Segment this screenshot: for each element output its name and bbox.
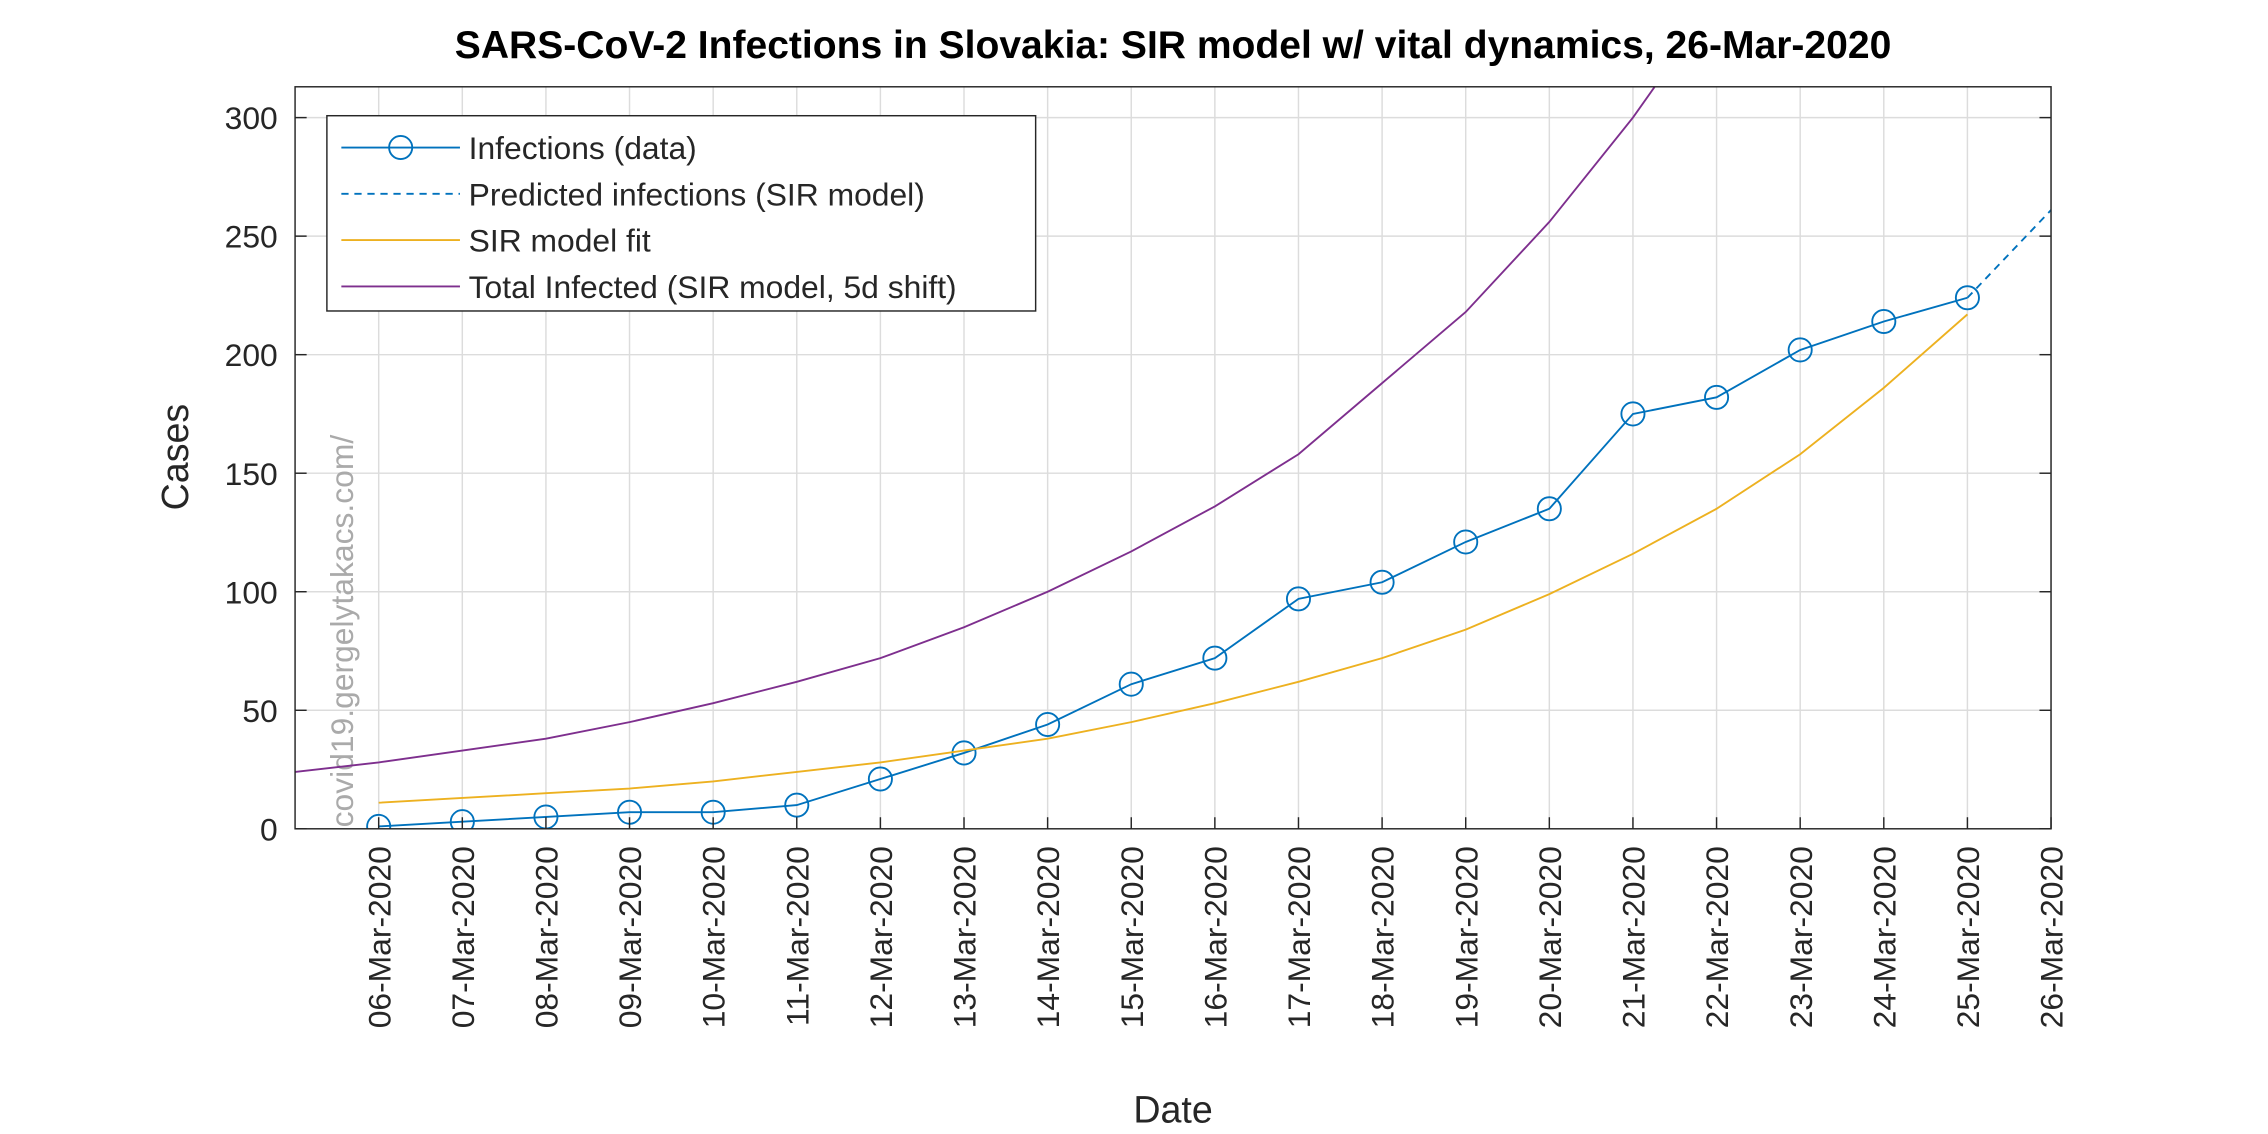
- data-point: [1536, 496, 1562, 522]
- data-point: [1285, 586, 1311, 612]
- x-tick-label: 08-Mar-2020: [528, 846, 564, 1028]
- y-tick-label: 100: [225, 574, 278, 610]
- y-axis-label: Cases: [154, 404, 196, 511]
- axes-box: [294, 86, 2052, 830]
- legend: Infections (data) Predicted infections (S…: [326, 114, 1037, 312]
- data-point: [1871, 308, 1897, 334]
- x-tick-label: 22-Mar-2020: [1699, 846, 1735, 1028]
- y-tick-label: 200: [225, 337, 278, 373]
- x-tick-label: 20-Mar-2020: [1532, 846, 1568, 1028]
- x-tick-label: 24-Mar-2020: [1866, 846, 1902, 1028]
- data-point: [1620, 401, 1646, 427]
- legend-label: Infections (data): [469, 130, 697, 166]
- data-point: [784, 792, 810, 818]
- data-point: [1954, 285, 1980, 311]
- ticks: 0 50 100 150 200 250 300 06-Mar-2020 07-Mar-2020…: [225, 100, 2070, 1028]
- data-point: [1118, 671, 1144, 697]
- x-tick-label: 18-Mar-2020: [1365, 846, 1401, 1028]
- x-axis-label: Date: [1133, 1088, 1212, 1130]
- y-tick-label: 0: [260, 811, 278, 847]
- x-tick-label: 10-Mar-2020: [696, 846, 732, 1028]
- series-line: [1966, 209, 2052, 299]
- legend-label: Predicted infections (SIR model): [469, 176, 925, 212]
- y-tick-label: 150: [225, 456, 278, 492]
- data-point: [1787, 337, 1813, 363]
- data-point: [449, 809, 475, 829]
- series-group: [295, 86, 2052, 829]
- legend-marker: [388, 135, 414, 161]
- series-line: [378, 296, 1968, 828]
- x-tick-label: 12-Mar-2020: [863, 846, 899, 1028]
- legend-label: SIR model fit: [469, 223, 651, 259]
- data-point: [867, 766, 893, 792]
- chart-title: SARS-CoV-2 Infections in Slovakia: SIR m…: [455, 24, 1892, 67]
- y-tick-label: 50: [242, 693, 277, 729]
- x-tick-label: 13-Mar-2020: [947, 846, 983, 1028]
- data-point: [1202, 645, 1228, 671]
- y-tick-label: 300: [225, 100, 278, 136]
- x-tick-label: 09-Mar-2020: [612, 846, 648, 1028]
- x-tick-label: 06-Mar-2020: [361, 846, 397, 1028]
- x-tick-label: 21-Mar-2020: [1616, 846, 1652, 1028]
- x-tick-label: 16-Mar-2020: [1197, 846, 1233, 1028]
- x-tick-label: 23-Mar-2020: [1783, 846, 1819, 1028]
- y-tick-label: 250: [225, 219, 278, 255]
- watermark: covid19.gergelytakacs.com/: [324, 435, 360, 828]
- x-tick-label: 19-Mar-2020: [1448, 846, 1484, 1028]
- x-tick-label: 11-Mar-2020: [779, 846, 815, 1026]
- x-tick-label: 25-Mar-2020: [1950, 846, 1986, 1028]
- x-tick-label: 14-Mar-2020: [1030, 846, 1066, 1028]
- series-line: [295, 86, 1656, 773]
- x-tick-label: 17-Mar-2020: [1281, 846, 1317, 1028]
- legend-label: Total Infected (SIR model, 5d shift): [469, 269, 957, 305]
- series-line: [378, 313, 1969, 804]
- data-point: [1035, 711, 1061, 738]
- x-tick-label: 15-Mar-2020: [1114, 846, 1150, 1028]
- data-point: [366, 813, 392, 829]
- x-tick-label: 07-Mar-2020: [445, 846, 481, 1028]
- x-tick-label: 26-Mar-2020: [2034, 846, 2070, 1028]
- data-point: [1369, 569, 1395, 595]
- data-point: [1453, 529, 1479, 555]
- data-point: [1704, 384, 1730, 410]
